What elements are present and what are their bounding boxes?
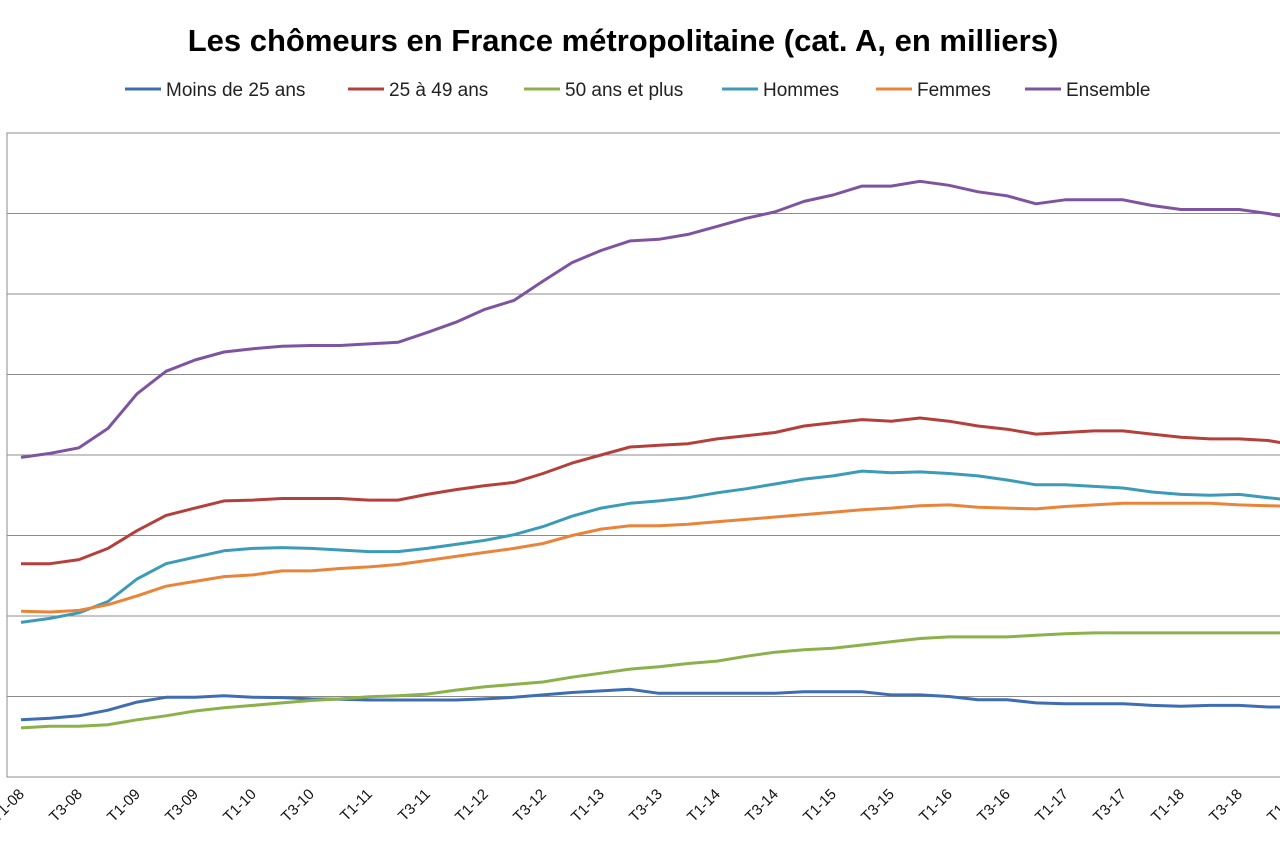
legend-label: 25 à 49 ans xyxy=(389,80,488,101)
legend-label: 50 ans et plus xyxy=(565,80,683,101)
plot-area xyxy=(20,179,1280,730)
series-line-5 xyxy=(20,179,1280,459)
x-tick-label: T3-15 xyxy=(858,786,898,826)
series-line-0 xyxy=(20,687,1280,722)
x-tick-label: T3-09 xyxy=(162,786,202,826)
legend-label: Ensemble xyxy=(1066,80,1151,101)
legend-label: Moins de 25 ans xyxy=(166,80,305,101)
x-tick-label: T1-12 xyxy=(452,786,492,826)
x-tick-label: T3-11 xyxy=(395,786,434,825)
x-tick-label: T3-13 xyxy=(626,786,666,826)
x-tick-label: T3-08 xyxy=(46,786,86,826)
x-tick-label: T3-12 xyxy=(510,786,550,826)
x-tick-label: T3-10 xyxy=(278,786,318,826)
x-tick-label: T1-16 xyxy=(916,786,956,826)
legend-item-4: Femmes xyxy=(876,80,991,101)
x-tick-label: T3-14 xyxy=(742,786,782,826)
chart-title: Les chômeurs en France métropolitaine (c… xyxy=(188,23,1059,58)
legend: Moins de 25 ans 25 à 49 ans 50 ans et plus… xyxy=(125,80,1151,101)
series-line-4 xyxy=(20,501,1280,614)
x-tick-label: T1-09 xyxy=(104,786,144,826)
series-line-1 xyxy=(21,416,1280,566)
x-axis-tick-labels: T1-08 T3-08 T1-09 T3-09 T1-10 T3-10 T1-11 T3-11… xyxy=(0,786,1280,826)
legend-item-5: Ensemble xyxy=(1025,80,1151,101)
legend-item-2: 50 ans et plus xyxy=(524,80,683,101)
x-tick-label: T1-19 xyxy=(1264,786,1280,826)
legend-item-3: Hommes xyxy=(722,80,839,101)
legend-label: Femmes xyxy=(917,80,991,101)
x-tick-label: T1-11 xyxy=(337,786,376,825)
x-tick-label: T3-17 xyxy=(1090,786,1130,826)
x-tick-label: T1-13 xyxy=(568,786,608,826)
x-tick-label: T1-08 xyxy=(0,786,28,826)
series-line-2 xyxy=(20,631,1280,730)
x-tick-label: T3-18 xyxy=(1206,786,1246,826)
x-tick-label: T1-17 xyxy=(1032,786,1072,826)
x-tick-label: T1-10 xyxy=(220,786,260,826)
x-tick-label: T1-15 xyxy=(800,786,840,826)
x-tick-label: T1-18 xyxy=(1148,786,1188,826)
x-tick-label: T3-16 xyxy=(974,786,1014,826)
x-tick-label: T1-14 xyxy=(684,786,724,826)
gridlines xyxy=(6,132,1280,778)
legend-item-1: 25 à 49 ans xyxy=(348,80,488,101)
legend-item-0: Moins de 25 ans xyxy=(125,80,305,101)
series-line-3 xyxy=(20,469,1280,624)
legend-label: Hommes xyxy=(763,80,839,101)
